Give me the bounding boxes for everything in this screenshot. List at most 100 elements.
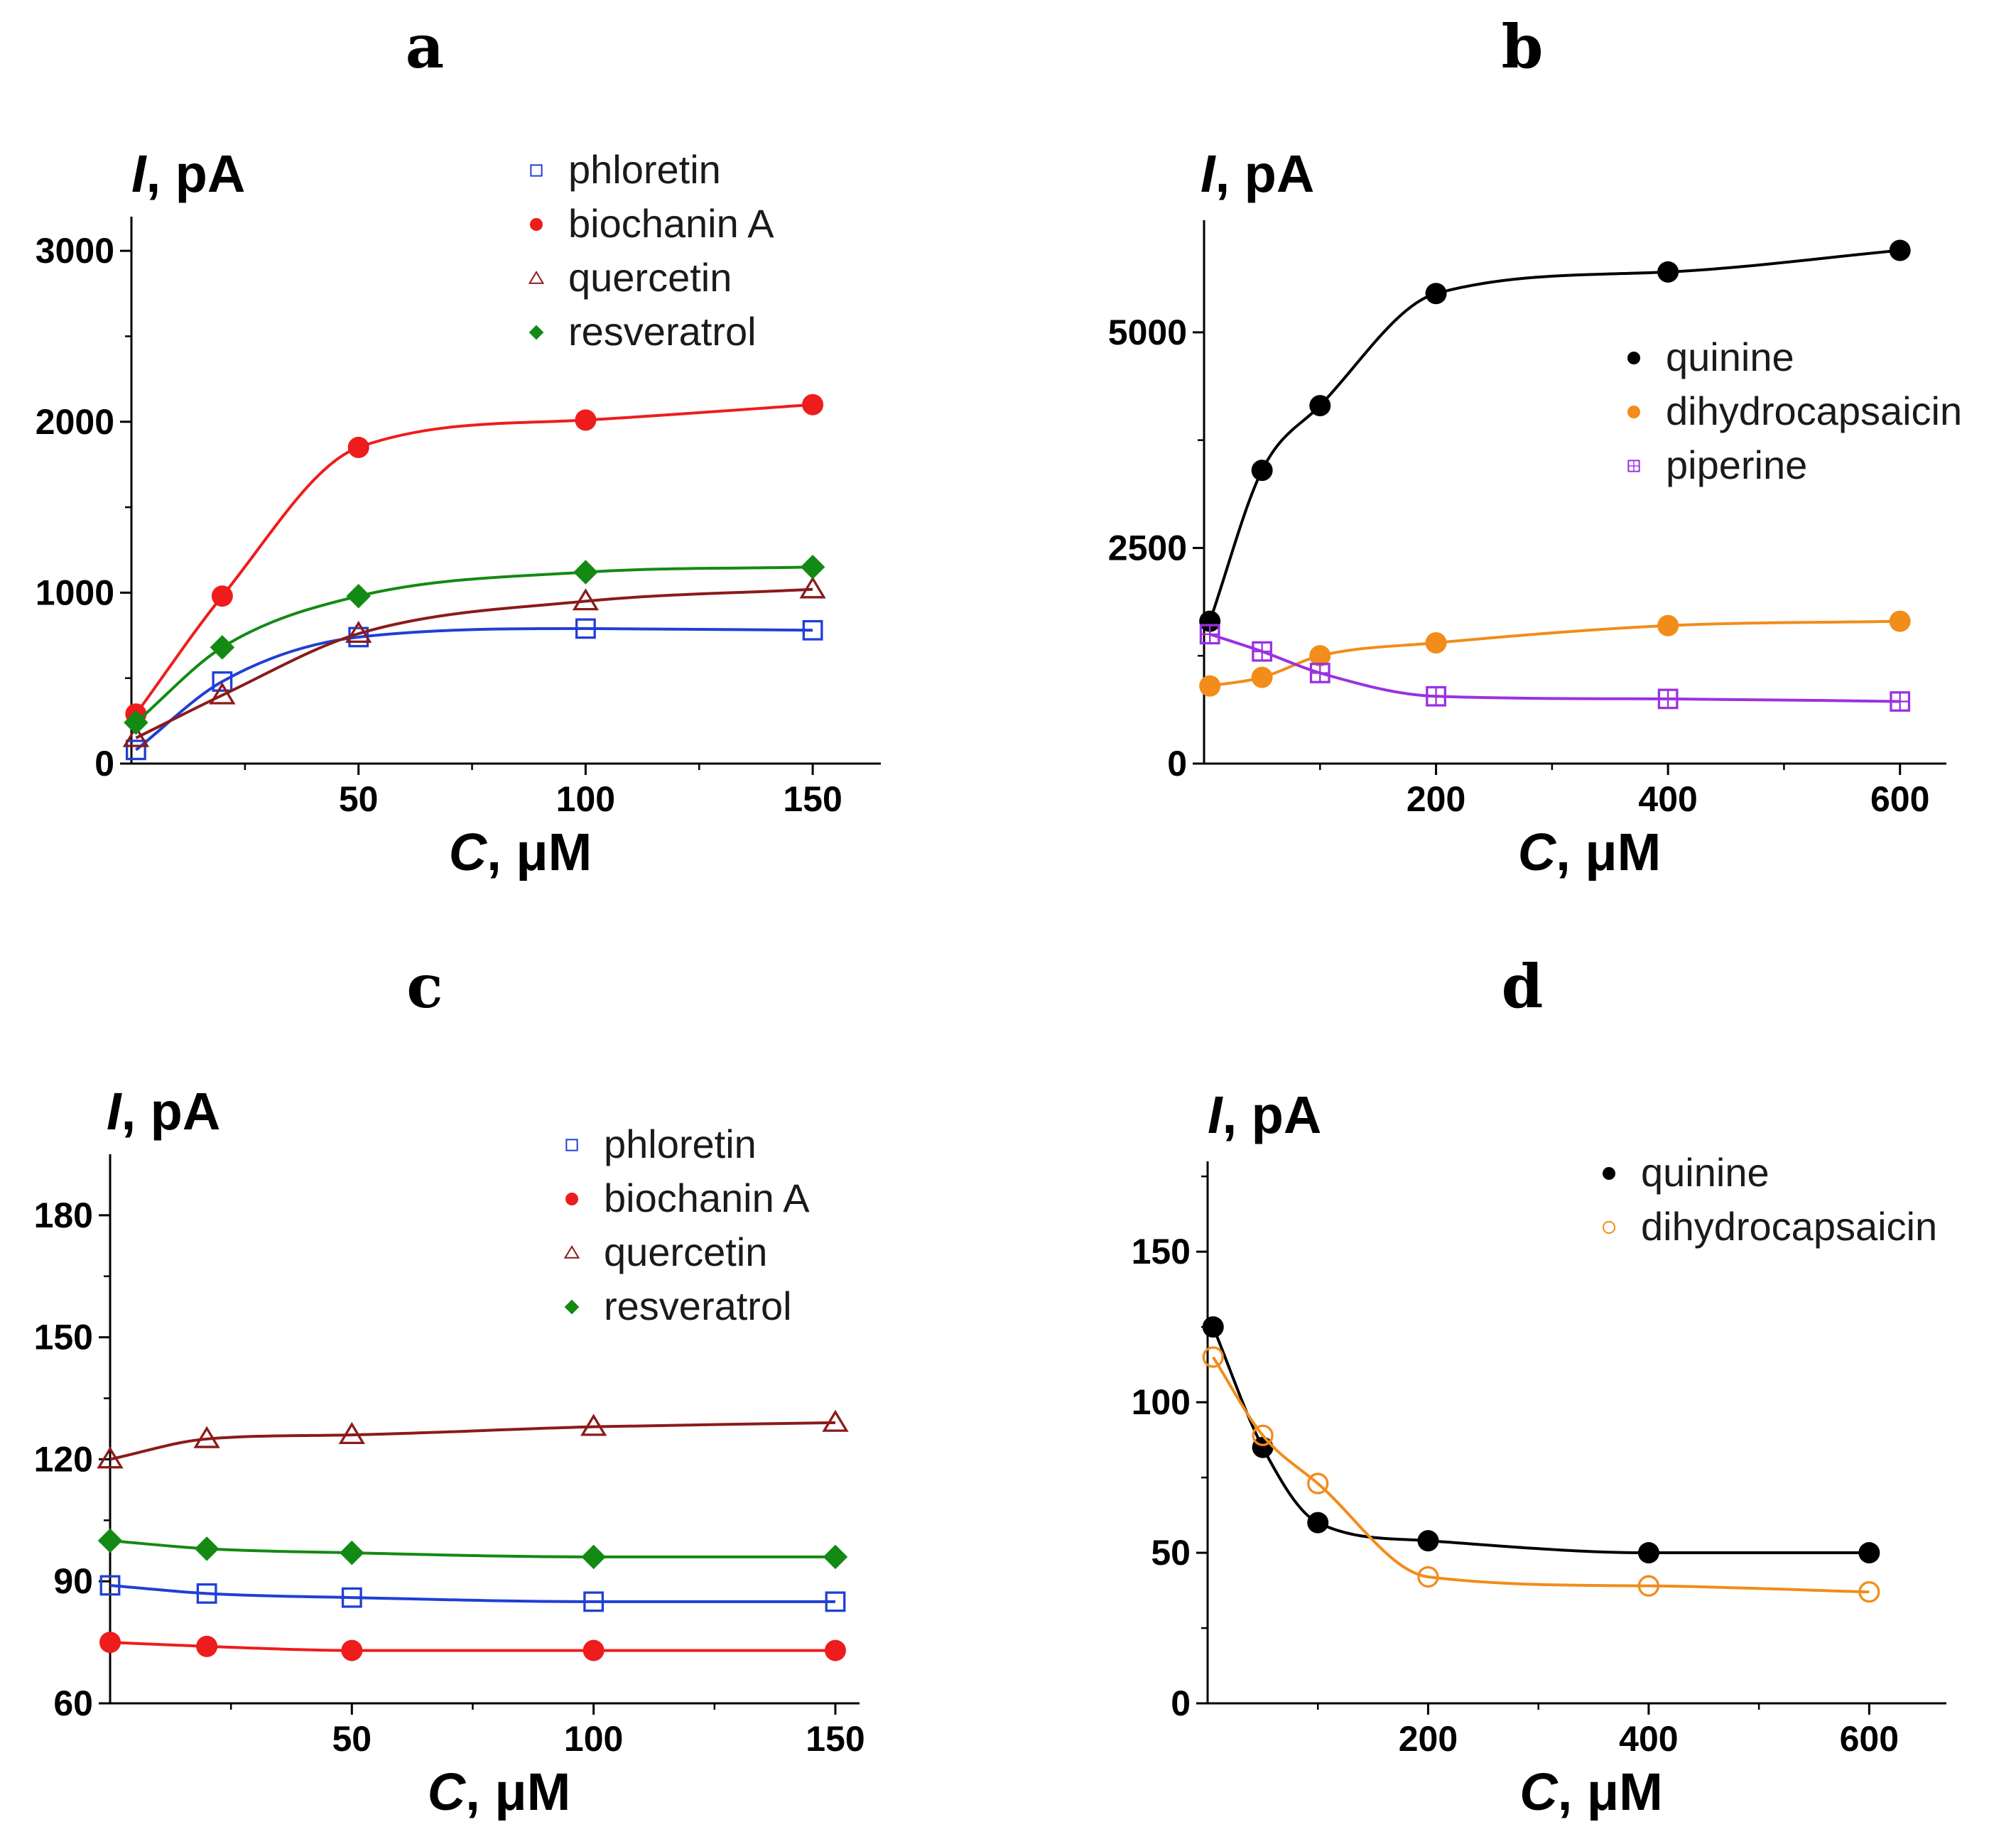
legend-entry: dihydrocapsaicin xyxy=(1627,389,1962,433)
data-point xyxy=(799,576,826,599)
x-tick-label: 50 xyxy=(339,779,379,819)
data-point xyxy=(1199,610,1221,632)
legend-marker xyxy=(1602,1220,1616,1235)
data-point xyxy=(1251,460,1273,482)
x-tick-label: 400 xyxy=(1619,1719,1678,1759)
fit-curve xyxy=(1209,632,1900,703)
legend-entry: quinine xyxy=(1627,335,1794,379)
data-point xyxy=(338,1421,365,1444)
data-point xyxy=(802,394,824,416)
x-tick-label: 600 xyxy=(1840,1719,1899,1759)
y-tick-label: 150 xyxy=(34,1318,93,1357)
series-quinine xyxy=(1199,239,1911,632)
x-tick-label: 200 xyxy=(1399,1719,1458,1759)
fit-curve xyxy=(135,565,813,724)
legend-label: quinine xyxy=(1641,1150,1770,1195)
legend-entry: resveratrol xyxy=(529,309,757,354)
legend-entry: phloretin xyxy=(565,1122,757,1166)
legend-entry: resveratrol xyxy=(564,1284,792,1328)
y-tick-label: 120 xyxy=(34,1439,93,1479)
data-point xyxy=(1199,624,1220,645)
legend-label: phloretin xyxy=(604,1122,757,1166)
y-tick-label: 0 xyxy=(94,744,114,783)
series-resveratrol xyxy=(124,555,825,735)
data-point xyxy=(822,1409,849,1432)
series-biochanin-a xyxy=(125,394,824,725)
y-tick-label: 2500 xyxy=(1108,528,1187,568)
data-point xyxy=(122,725,150,747)
legend-marker xyxy=(1627,352,1640,364)
y-tick-label: 180 xyxy=(34,1195,93,1235)
legend-entry: quercetin xyxy=(528,255,732,300)
series-resveratrol xyxy=(97,1528,848,1570)
x-tick-label: 200 xyxy=(1407,779,1465,819)
series-quercetin xyxy=(122,576,826,747)
legend-entry: biochanin A xyxy=(530,201,774,246)
legend-label: phloretin xyxy=(568,147,721,192)
fit-curve xyxy=(109,1421,836,1461)
data-point xyxy=(347,436,369,458)
y-tick-label: 3000 xyxy=(36,231,114,271)
data-point xyxy=(193,1426,220,1448)
data-point xyxy=(1890,691,1911,712)
data-point xyxy=(1637,1542,1659,1564)
y-tick-label: 5000 xyxy=(1108,313,1187,352)
data-point xyxy=(196,1583,217,1604)
fit-curve xyxy=(1208,249,1900,622)
data-point xyxy=(802,619,823,641)
legend-marker xyxy=(530,218,543,231)
series-phloretin xyxy=(99,1575,846,1612)
series-phloretin xyxy=(125,618,823,761)
data-point xyxy=(211,585,233,607)
data-point xyxy=(1309,395,1331,417)
data-point xyxy=(1307,1472,1329,1494)
data-point xyxy=(1425,283,1447,305)
x-tick-label: 50 xyxy=(332,1719,372,1759)
legend-entry: phloretin xyxy=(530,147,721,192)
data-point xyxy=(1425,632,1447,653)
data-point xyxy=(572,588,600,611)
data-point xyxy=(1889,610,1911,632)
data-point xyxy=(1417,1566,1439,1588)
legend-marker xyxy=(563,1245,580,1259)
y-tick-label: 0 xyxy=(1167,744,1187,783)
data-point xyxy=(1202,1346,1224,1368)
data-point xyxy=(99,1575,121,1596)
legend-label: dihydrocapsaicin xyxy=(1666,389,1962,433)
legend-label: resveratrol xyxy=(604,1284,792,1328)
legend-entry: dihydrocapsaicin xyxy=(1602,1204,1937,1249)
legend-marker xyxy=(529,325,544,340)
legend-entry: biochanin A xyxy=(565,1176,810,1220)
data-point xyxy=(1251,666,1273,688)
data-point xyxy=(825,1591,846,1612)
data-point xyxy=(1252,1424,1274,1446)
data-point xyxy=(575,618,596,639)
y-tick-label: 1000 xyxy=(36,573,114,612)
y-axis-label: I, pA xyxy=(1208,1085,1321,1144)
legend-marker xyxy=(565,1193,578,1205)
panel-d-chart: d 0 50 100 150 200 400 600 I, pA C, μM quinine dihy… xyxy=(1132,951,1946,1821)
data-point xyxy=(345,620,372,644)
series-dihydrocapsaicin xyxy=(1202,1346,1880,1603)
legend-entry: quinine xyxy=(1603,1150,1770,1195)
data-point xyxy=(1858,1581,1880,1603)
data-point xyxy=(340,1540,364,1566)
y-axis-label: I, pA xyxy=(107,1082,220,1141)
data-point xyxy=(1657,261,1679,283)
data-point xyxy=(1889,239,1911,261)
panel-b-chart: b 0 2500 5000 200 400 600 I, pA C, μM quinine dihy… xyxy=(1108,11,1962,881)
data-point xyxy=(124,710,148,735)
x-tick-label: 150 xyxy=(783,779,842,819)
series-quinine xyxy=(1202,1316,1880,1564)
x-tick-label: 400 xyxy=(1638,779,1697,819)
legend-entry: piperine xyxy=(1627,443,1807,487)
fit-curve xyxy=(134,403,813,715)
legend-entry: quercetin xyxy=(563,1230,767,1274)
data-point xyxy=(824,1639,846,1661)
data-point xyxy=(346,583,371,609)
data-point xyxy=(210,635,235,660)
data-point xyxy=(1417,1530,1439,1552)
legend-label: piperine xyxy=(1666,443,1807,487)
data-point xyxy=(581,1544,606,1570)
x-tick-label: 100 xyxy=(564,1719,623,1759)
